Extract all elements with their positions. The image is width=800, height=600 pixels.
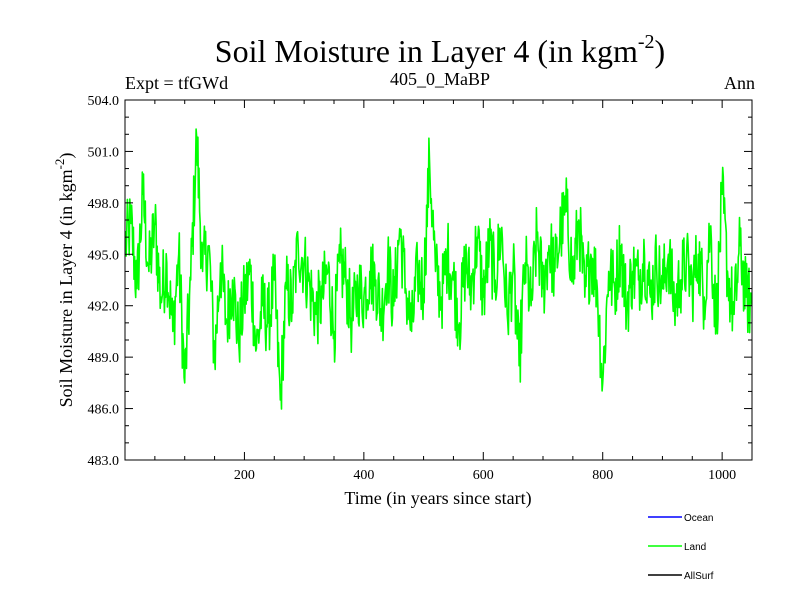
y-tick-label: 504.0 — [88, 94, 120, 109]
y-axis: 483.0 486.0 489.0 492.0 495.0 498.0 501.0 504.0 — [88, 94, 752, 469]
season-label: Ann — [724, 73, 755, 93]
y-tick-label: 486.0 — [88, 403, 120, 418]
y-tick-label: 495.0 — [88, 248, 120, 263]
y-axis-label-superscript: -2 — [52, 159, 67, 170]
y-tick-label: 483.0 — [88, 454, 120, 469]
experiment-label: Expt = tfGWd — [125, 73, 228, 93]
x-tick-label: 200 — [234, 468, 255, 483]
legend-label-land: Land — [684, 542, 706, 553]
x-tick-label: 400 — [353, 468, 374, 483]
y-tick-label: 492.0 — [88, 300, 120, 315]
chart-title-superscript: -2 — [638, 31, 655, 53]
x-axis-label: Time (in years since start) — [344, 488, 531, 509]
x-tick-label: 800 — [592, 468, 613, 483]
x-tick-label: 1000 — [708, 468, 736, 483]
legend-label-ocean: Ocean — [684, 513, 713, 524]
period-label: 405_0_MaBP — [390, 69, 490, 89]
chart-title: Soil Moisture in Layer 4 (in kgm-2) — [215, 31, 665, 69]
y-axis-label: Soil Moisture in Layer 4 (in kgm-2) — [52, 153, 77, 408]
legend: Ocean Land AllSurf — [648, 513, 714, 582]
series-layer — [125, 128, 752, 410]
x-axis: 200 400 600 800 1000 — [154, 100, 736, 483]
series-line-land — [125, 128, 752, 410]
y-tick-label: 498.0 — [88, 197, 120, 212]
y-tick-label: 501.0 — [88, 145, 120, 160]
y-tick-label: 489.0 — [88, 351, 120, 366]
legend-label-allsurf: AllSurf — [684, 571, 714, 582]
x-tick-label: 600 — [473, 468, 494, 483]
plot-frame — [124, 99, 753, 461]
